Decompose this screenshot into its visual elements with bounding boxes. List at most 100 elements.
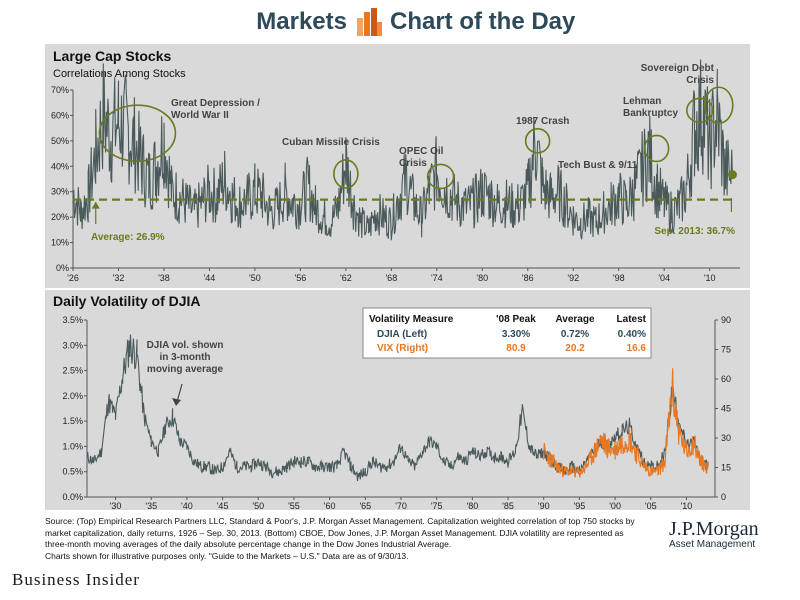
x-tick-label: '04 [658,273,670,283]
annotation-label-line: Great Depression / [171,98,260,109]
bar-chart-logo-icon [357,8,382,36]
y-tick-label: 50% [51,136,69,146]
x-tick-label: '60 [324,501,336,510]
source-note: Charts shown for illustrative purposes o… [45,550,409,561]
y-tick-label: 0% [56,263,69,273]
annotation-circle [524,128,551,154]
y-tick-label: 20% [51,212,69,222]
x-tick-label: '38 [158,273,170,283]
x-tick-label: '95 [574,501,586,510]
annotation-label-line: Cuban Missile Crisis [282,137,380,148]
volatility-table [362,307,652,359]
table-cell: 0.40% [618,329,646,340]
source-footnote: Source: (Top) Empirical Research Partner… [45,516,645,562]
annotation-label: Sovereign Debt Crisis [641,63,715,86]
table-cell: 80.9 [506,343,526,354]
djia-note-line: DJIA vol. shown [147,340,224,351]
y-left-tick-label: 3.5% [62,315,83,325]
x-tick-label: '26 [67,273,79,283]
correlation-chart-panel: Large Cap Stocks Correlations Among Stock… [45,44,750,288]
x-tick-label: '45 [217,501,229,510]
x-tick-label: '10 [681,501,693,510]
y-left-tick-label: 1.0% [62,441,83,451]
table-cell: 20.2 [565,343,585,354]
chart-title: Daily Volatility of DJIA [53,293,201,309]
y-tick-label: 10% [51,238,69,248]
annotation-circle [643,134,670,163]
annotation-circle [98,104,177,163]
annotation-label-line: Crisis [399,158,427,169]
volatility-chart-panel: Daily Volatility of DJIA 0.0% 0.5% 1.0% 1.5%… [45,290,750,511]
annotation-label: Great Depression / World War II [171,98,260,121]
djia-note-line: in 3-month [159,352,210,363]
x-tick-label: '86 [522,273,534,283]
publisher-logo: Business Insider [12,570,140,589]
y-tick-label: 30% [51,187,69,197]
chart-subtitle: Correlations Among Stocks [53,68,186,80]
x-tick-label: '80 [466,501,478,510]
x-tick-label: '56 [295,273,307,283]
x-tick-label: '70 [395,501,407,510]
annotation-label: Lehman Bankruptcy [623,96,678,119]
x-tick-label: '44 [204,273,216,283]
x-tick-label: '65 [359,501,371,510]
x-tick-label: '32 [113,273,125,283]
y-tick-label: 60% [51,110,69,120]
annotation-label-line: World War II [171,110,229,121]
annotation-label: OPEC Oil Crisis [399,146,444,169]
jpmorgan-logo: J.P.Morgan Asset Management [669,518,779,550]
djia-note: DJIA vol. shown in 3-month moving average [147,340,224,375]
annotation-label-line: Bankruptcy [623,108,678,119]
annotation-label: 1987 Crash [516,116,569,127]
table-header: '08 Peak [496,314,536,325]
latest-label: Sep. 2013: 36.7% [654,226,735,237]
x-tick-label: '80 [476,273,488,283]
x-tick-label: '75 [431,501,443,510]
annotation-label-line: Sovereign Debt [641,63,715,74]
correlation-chart: Large Cap Stocks Correlations Among Stock… [51,48,740,283]
annotation-circle [333,159,359,189]
annotation-label: Tech Bust & 9/11 [558,160,638,171]
annotation-label-line: Lehman [623,96,661,107]
correlation-series-line [72,59,733,241]
y-left-tick-label: 0.0% [62,492,83,502]
header-title-left: Markets [256,8,347,35]
table-cell: VIX (Right) [377,343,428,354]
x-tick-label: '74 [431,273,443,283]
x-tick-label: '98 [613,273,625,283]
volatility-chart: Daily Volatility of DJIA 0.0% 0.5% 1.0% 1.5%… [53,293,731,511]
x-tick-label: '10 [704,273,716,283]
vix-series-line [543,368,709,479]
x-tick-label: '62 [340,273,352,283]
table-header: Average [555,314,595,325]
table-header: Latest [617,314,647,325]
djia-note-arrow [176,383,183,403]
header-title-right: Chart of the Day [390,8,576,35]
x-tick-label: '85 [502,501,514,510]
y-right-tick-label: 30 [721,433,731,443]
y-right-tick-label: 45 [721,404,731,414]
table-cell: 16.6 [627,343,647,354]
x-tick-label: '05 [645,501,657,510]
annotation-circle [686,97,714,124]
y-left-tick-label: 0.5% [62,467,83,477]
y-tick-label: 70% [51,85,69,95]
jpm-sub: Asset Management [669,539,756,550]
y-left-tick-label: 1.5% [62,416,83,426]
annotation-label-line: Tech Bust & 9/11 [558,160,638,171]
x-tick-label: '68 [385,273,397,283]
y-right-tick-label: 60 [721,374,731,384]
source-text: Source: (Top) Empirical Research Partner… [45,516,635,549]
y-right-tick-label: 75 [721,345,731,355]
average-arrowhead [91,201,100,209]
x-tick-label: '50 [249,273,261,283]
x-tick-label: '40 [181,501,193,510]
annotation-label-line: Crisis [686,75,714,86]
annotation-circle [703,86,734,125]
annotation-circle [426,163,455,190]
x-tick-label: '55 [288,501,300,510]
x-tick-label: '30 [110,501,122,510]
x-tick-label: '50 [252,501,264,510]
y-right-tick-label: 90 [721,315,731,325]
y-right-tick-label: 15 [721,463,731,473]
